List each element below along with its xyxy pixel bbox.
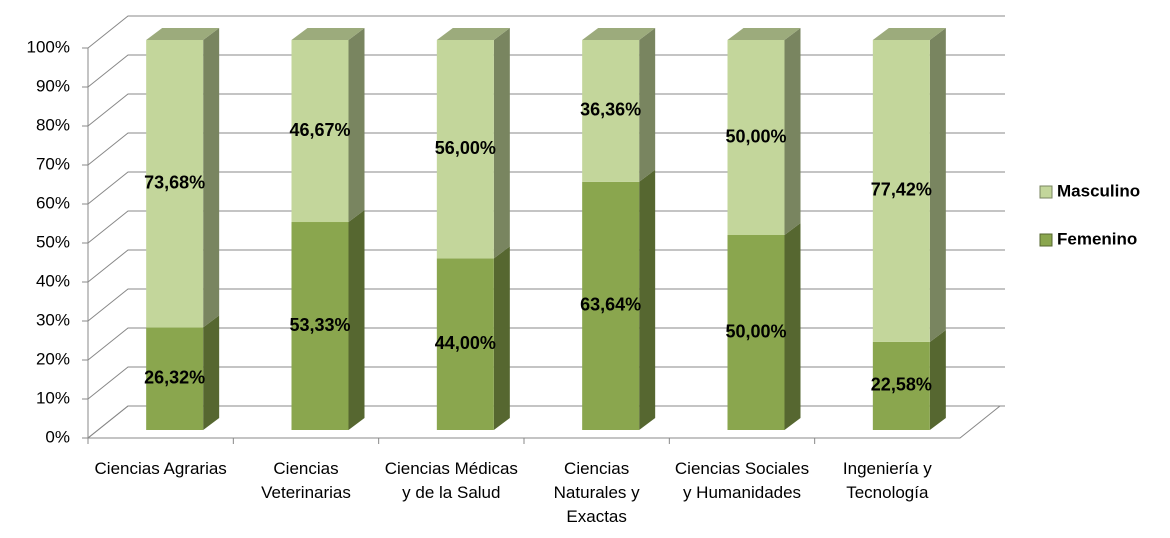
bar-top xyxy=(582,28,656,40)
bar-top xyxy=(146,28,220,40)
bar xyxy=(872,341,930,430)
grid-line xyxy=(87,249,1005,283)
x-tick-label: Ciencias Sociales y Humanidades xyxy=(674,459,810,502)
bar xyxy=(146,40,204,328)
bar-side xyxy=(348,28,365,223)
bar-top xyxy=(291,28,365,40)
bar xyxy=(436,258,494,430)
bar xyxy=(146,327,204,430)
bar xyxy=(291,40,349,223)
data-label: 36,36% xyxy=(580,100,641,120)
data-label: 46,67% xyxy=(289,120,350,140)
bar-side xyxy=(493,28,510,259)
floor xyxy=(86,405,1002,439)
legend-label: Femenino xyxy=(1057,229,1137,248)
y-tick-label: 100% xyxy=(27,37,70,56)
y-tick-label: 10% xyxy=(36,388,70,407)
bar-side xyxy=(203,28,220,328)
x-tick-label: Ingeniería y Tecnología xyxy=(842,459,932,502)
y-tick-label: 70% xyxy=(36,154,70,173)
y-tick-label: 30% xyxy=(36,310,70,329)
bar xyxy=(727,235,785,430)
y-tick-label: 80% xyxy=(36,115,70,134)
bar-side xyxy=(784,28,801,235)
bar-side xyxy=(929,28,946,342)
grid-line xyxy=(87,327,1005,361)
y-tick-label: 0% xyxy=(45,427,70,446)
legend-swatch xyxy=(1039,185,1053,199)
bar-top xyxy=(436,28,510,40)
y-tick-label: 50% xyxy=(36,232,70,251)
data-label: 63,64% xyxy=(580,295,641,315)
bar-top xyxy=(872,28,946,40)
bar-side xyxy=(348,210,365,430)
y-tick-label: 40% xyxy=(36,271,70,290)
bar xyxy=(727,40,785,235)
x-tick-label: Ciencias Médicas y de la Salud xyxy=(384,459,518,502)
x-tick-label: Ciencias Veterinarias xyxy=(261,459,351,502)
x-tick-label: Ciencias Naturales y Exactas xyxy=(553,459,640,526)
data-label: 26,32% xyxy=(144,367,205,387)
y-tick-label: 90% xyxy=(36,76,70,95)
grid-line xyxy=(87,210,1005,244)
bar-side xyxy=(929,329,946,430)
grid-line xyxy=(87,366,1005,400)
grid-line xyxy=(87,405,1005,439)
bar xyxy=(291,222,349,430)
data-label: 50,00% xyxy=(725,126,786,146)
data-label: 50,00% xyxy=(725,321,786,341)
bar xyxy=(872,40,930,342)
bar-side xyxy=(639,169,656,430)
y-tick-label: 60% xyxy=(36,193,70,212)
data-label: 56,00% xyxy=(435,138,496,158)
data-label: 77,42% xyxy=(871,180,932,200)
data-label: 53,33% xyxy=(289,315,350,335)
legend-label: Masculino xyxy=(1057,181,1140,200)
data-label: 73,68% xyxy=(144,172,205,192)
data-label: 22,58% xyxy=(871,375,932,395)
grid-line xyxy=(87,288,1005,322)
data-label: 44,00% xyxy=(435,333,496,353)
bar-side xyxy=(203,315,220,430)
bar xyxy=(582,40,640,182)
grid-line xyxy=(87,132,1005,166)
bar xyxy=(436,40,494,259)
bar-side xyxy=(784,223,801,430)
grid-line xyxy=(87,93,1005,127)
grid-line xyxy=(87,54,1005,88)
x-tick-label: Ciencias Agrarias xyxy=(94,459,227,478)
legend-swatch xyxy=(1039,233,1053,247)
grid-line xyxy=(87,15,1005,49)
bar-side xyxy=(639,28,656,182)
bar-side xyxy=(493,246,510,430)
bar-top xyxy=(727,28,801,40)
y-tick-label: 20% xyxy=(36,349,70,368)
grid-line xyxy=(87,171,1005,205)
bar xyxy=(582,181,640,430)
